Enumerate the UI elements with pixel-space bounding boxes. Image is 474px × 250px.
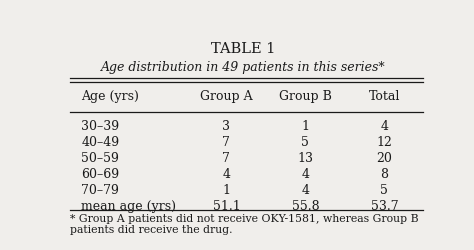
Text: 55.8: 55.8 — [292, 200, 319, 212]
Text: 70–79: 70–79 — [82, 184, 119, 197]
Text: 8: 8 — [380, 168, 388, 181]
Text: mean age (yrs): mean age (yrs) — [82, 200, 176, 212]
Text: 51.1: 51.1 — [212, 200, 240, 212]
Text: 60–69: 60–69 — [82, 168, 119, 181]
Text: 1: 1 — [222, 184, 230, 197]
Text: 12: 12 — [376, 136, 392, 149]
Text: TABLE 1: TABLE 1 — [211, 42, 275, 56]
Text: Age (yrs): Age (yrs) — [82, 90, 139, 103]
Text: 13: 13 — [297, 152, 313, 165]
Text: 7: 7 — [222, 152, 230, 165]
Text: 7: 7 — [222, 136, 230, 149]
Text: * Group A patients did not receive OKY-1581, whereas Group B
patients did receiv: * Group A patients did not receive OKY-1… — [70, 213, 419, 234]
Text: 1: 1 — [301, 120, 310, 133]
Text: 4: 4 — [222, 168, 230, 181]
Text: 40–49: 40–49 — [82, 136, 119, 149]
Text: 30–39: 30–39 — [82, 120, 119, 133]
Text: 4: 4 — [380, 120, 388, 133]
Text: Total: Total — [369, 90, 400, 103]
Text: 4: 4 — [301, 184, 310, 197]
Text: 53.7: 53.7 — [371, 200, 398, 212]
Text: 4: 4 — [301, 168, 310, 181]
Text: 50–59: 50–59 — [82, 152, 119, 165]
Text: 20: 20 — [376, 152, 392, 165]
Text: Group A: Group A — [200, 90, 253, 103]
Text: Age distribution in 49 patients in this series*: Age distribution in 49 patients in this … — [100, 61, 385, 74]
Text: 5: 5 — [381, 184, 388, 197]
Text: Group B: Group B — [279, 90, 332, 103]
Text: 5: 5 — [301, 136, 310, 149]
Text: 3: 3 — [222, 120, 230, 133]
